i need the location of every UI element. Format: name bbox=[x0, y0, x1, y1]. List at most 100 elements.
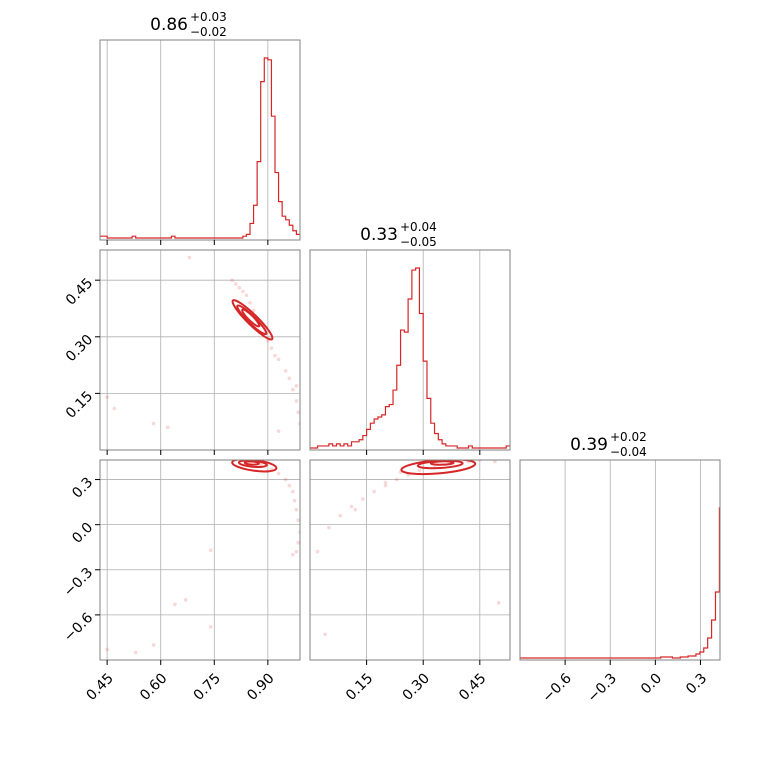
title-param-0: 0.86 +0.03−0.02 bbox=[150, 10, 227, 39]
title-param-2-minus: −0.04 bbox=[610, 445, 647, 459]
panel-2-0: 0.45 0.60 0.75 0.90 −0.6 −0.3 0.0 0.3 bbox=[61, 459, 301, 704]
ytick-label-1-0: 0.15 bbox=[63, 388, 96, 421]
sample-point-p1_p0-2 bbox=[112, 406, 117, 411]
sample-point-p2_p1-6 bbox=[383, 483, 388, 488]
sample-point-p2_p1-4 bbox=[361, 497, 365, 501]
sample-point-p1_p0-12 bbox=[251, 308, 256, 313]
panel-1-1-frame bbox=[309, 249, 511, 451]
title-param-2-median: 0.39 bbox=[570, 435, 608, 455]
sample-point-p2_p1-18 bbox=[353, 507, 358, 512]
sample-point-p1_p0-21 bbox=[287, 376, 292, 381]
sample-point-p1_p0-6 bbox=[230, 278, 234, 282]
sample-point-p1_p0-18 bbox=[273, 353, 277, 358]
panel-2-2-plot-area bbox=[520, 460, 720, 660]
sample-point-p2_p1-15 bbox=[496, 601, 501, 605]
panel-1-1: 0.33 +0.04−0.05 bbox=[309, 220, 511, 455]
sample-point-p2_p0-20 bbox=[133, 650, 138, 655]
contour-p2_p1-2 bbox=[429, 460, 455, 466]
sample-point-p1_p0-17 bbox=[269, 346, 274, 350]
sample-point-p1_p0-23 bbox=[294, 399, 299, 403]
panel-2-0-frame bbox=[99, 459, 301, 661]
contour-p2_p0-0 bbox=[231, 460, 278, 473]
ytick-label-2-2: 0.0 bbox=[69, 520, 96, 547]
sample-point-p2_p0-19 bbox=[105, 647, 109, 652]
panel-2-2-frame bbox=[519, 459, 721, 661]
panel-2-0-plot-area bbox=[100, 460, 300, 660]
sample-point-p1_p0-5 bbox=[294, 384, 299, 388]
sample-point-p2_p1-14 bbox=[493, 460, 497, 464]
sample-point-p2_p0-21 bbox=[208, 625, 213, 629]
sample-point-p2_p1-9 bbox=[417, 468, 422, 473]
title-param-1-median: 0.33 bbox=[360, 225, 398, 245]
ytick-label-2-1: −0.3 bbox=[61, 565, 96, 600]
panel-2-1-plot-area bbox=[310, 460, 510, 660]
sample-point-p2_p0-14 bbox=[291, 552, 295, 557]
panel-1-0-plot-area bbox=[100, 250, 300, 450]
xtick-label-2-3: 0.3 bbox=[683, 670, 710, 697]
sample-point-p2_p0-5 bbox=[283, 477, 288, 482]
sample-point-p2_p1-3 bbox=[349, 504, 354, 509]
panel-1-0: 0.15 0.30 0.45 bbox=[63, 249, 301, 455]
sample-point-p1_p0-0 bbox=[187, 255, 192, 260]
sample-point-p1_p0-24 bbox=[296, 410, 300, 415]
sample-point-p1_p0-19 bbox=[276, 357, 281, 362]
sample-point-p2_p1-16 bbox=[323, 632, 327, 637]
panel-1-0-frame bbox=[99, 249, 301, 451]
title-param-2: 0.39 +0.02−0.04 bbox=[570, 430, 647, 459]
sample-point-p1_p0-3 bbox=[151, 421, 156, 426]
sample-point-p1_p0-26 bbox=[276, 429, 281, 433]
sample-point-p2_p0-13 bbox=[294, 549, 299, 554]
sample-point-p1_p0-22 bbox=[291, 387, 295, 392]
ytick-label-2-0: −0.6 bbox=[61, 610, 96, 645]
xtick-label-2-0: −0.6 bbox=[540, 670, 575, 705]
xtick-label-2-2: 0.0 bbox=[638, 670, 665, 697]
title-param-1: 0.33 +0.04−0.05 bbox=[360, 220, 437, 249]
sample-point-p2_p0-7 bbox=[291, 489, 295, 494]
title-param-0-minus: −0.02 bbox=[190, 25, 227, 39]
panel-1-1-plot-area bbox=[310, 250, 510, 450]
xtick-label-1-1: 0.30 bbox=[400, 670, 433, 703]
panel-0-0-plot-area bbox=[100, 40, 300, 240]
sample-point-p2_p0-10 bbox=[296, 518, 300, 522]
title-param-1-minus: −0.05 bbox=[400, 235, 437, 249]
panel-2-1-frame bbox=[309, 459, 511, 661]
sample-point-p1_p0-4 bbox=[166, 425, 170, 430]
xtick-label-1-0: 0.15 bbox=[343, 670, 376, 703]
title-param-0-median: 0.86 bbox=[150, 15, 188, 35]
title-param-2-plus: +0.02 bbox=[610, 430, 647, 444]
hist-param-2 bbox=[520, 507, 720, 659]
contour-p1_p0-2 bbox=[241, 308, 261, 328]
sample-point-p1_p0-10 bbox=[244, 293, 249, 298]
sample-point-p2_p0-16 bbox=[183, 598, 188, 602]
sample-point-p2_p1-17 bbox=[383, 480, 388, 485]
sample-point-p2_p0-18 bbox=[151, 643, 156, 647]
title-param-1-plus: +0.04 bbox=[400, 220, 437, 234]
sample-point-p2_p1-7 bbox=[394, 477, 399, 482]
title-param-0-plus: +0.03 bbox=[190, 10, 227, 24]
xtick-label-0-0: 0.45 bbox=[84, 670, 117, 703]
sample-point-p1_p0-7 bbox=[233, 282, 238, 286]
panel-2-1: 0.15 0.30 0.45 bbox=[309, 459, 511, 704]
xtick-label-2-1: −0.3 bbox=[585, 670, 620, 705]
ytick-label-2-3: 0.3 bbox=[69, 475, 96, 502]
sample-point-p2_p0-12 bbox=[296, 540, 300, 545]
hist-param-0 bbox=[100, 57, 300, 239]
sample-point-p2_p1-1 bbox=[327, 525, 331, 530]
sample-point-p2_p1-5 bbox=[372, 489, 376, 494]
panel-2-2: −0.6 −0.3 0.0 0.3 0.39 +0.02−0.04 bbox=[519, 430, 721, 706]
sample-point-p2_p0-15 bbox=[208, 548, 213, 553]
panel-0-0: 0.86 +0.03−0.02 bbox=[99, 10, 301, 245]
ytick-label-1-2: 0.45 bbox=[63, 275, 96, 308]
xtick-label-0-1: 0.60 bbox=[137, 670, 170, 703]
ytick-label-1-1: 0.30 bbox=[63, 332, 96, 365]
sample-point-p2_p0-4 bbox=[276, 471, 281, 476]
sample-point-p1_p0-9 bbox=[241, 289, 245, 294]
sample-point-p2_p1-0 bbox=[315, 549, 320, 554]
panel-0-0-frame bbox=[99, 39, 301, 241]
sample-point-p2_p0-17 bbox=[173, 602, 177, 607]
hist-param-1 bbox=[310, 267, 510, 449]
sample-point-p2_p0-8 bbox=[292, 498, 297, 503]
sample-point-p1_p0-1 bbox=[105, 395, 109, 399]
xtick-label-0-3: 0.90 bbox=[244, 670, 277, 703]
